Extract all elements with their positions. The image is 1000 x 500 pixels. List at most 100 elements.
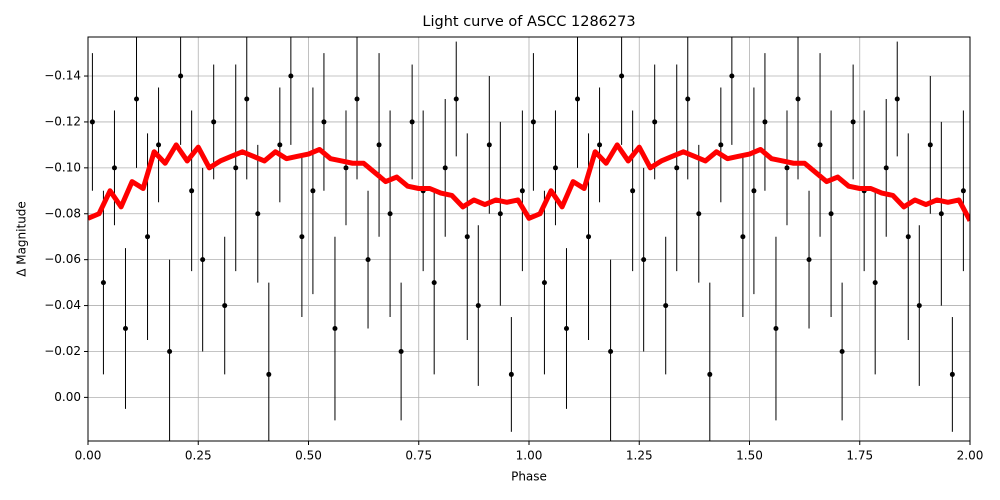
data-point [597,142,603,148]
data-point [530,119,536,125]
data-point [519,188,525,194]
data-point [784,165,790,171]
data-point [641,257,647,263]
x-tick-label: 0.75 [405,449,432,463]
data-point [905,234,911,240]
data-point [707,371,713,377]
data-point [145,234,151,240]
data-point [409,119,415,125]
chart-title: Light curve of ASCC 1286273 [422,14,635,30]
y-tick-label: −0.08 [44,206,81,220]
data-point [817,142,823,148]
x-tick-label: 0.25 [185,449,212,463]
data-point [608,348,614,354]
y-axis-label: Δ Magnitude [15,201,29,277]
smoothed-curve [88,142,970,222]
x-tick-label: 1.00 [516,449,543,463]
data-point [685,96,691,102]
data-point [927,142,933,148]
data-point [200,257,206,263]
data-point [475,303,481,309]
data-point [442,165,448,171]
data-point [795,96,801,102]
data-point [960,188,966,194]
data-point [508,371,514,377]
data-point [343,165,349,171]
ticks: 0.00 0.25 0.50 0.75 1.00 1.25 1.50 1.75 2.00 0.00… [44,69,983,463]
data-point [156,142,162,148]
data-point [178,73,184,79]
data-point [652,119,658,125]
data-point [828,211,834,217]
y-tick-label: −0.04 [44,298,81,312]
x-tick-label: 1.25 [626,449,653,463]
x-tick-label: 0.50 [295,449,322,463]
x-tick-label: 0.00 [75,449,102,463]
data-point [464,234,470,240]
data-point [398,348,404,354]
data-point [486,142,492,148]
data-point [376,142,382,148]
data-point [321,119,327,125]
data-point [586,234,592,240]
data-point [233,165,239,171]
data-point [894,96,900,102]
plot-area [88,37,970,441]
data-point [674,165,680,171]
y-tick-label: −0.10 [44,160,81,174]
x-axis-label: Phase [511,470,547,484]
data-point [949,371,955,377]
x-tick-label: 2.00 [957,449,984,463]
data-point [938,211,944,217]
data-point [497,211,503,217]
data-point [332,326,338,332]
data-point [773,326,779,332]
x-tick-label: 1.75 [846,449,873,463]
data-point [619,73,625,79]
data-point [354,96,360,102]
data-point [299,234,305,240]
data-point [167,348,173,354]
data-point [134,96,140,102]
data-point [277,142,283,148]
data-point [431,280,437,286]
data-point [288,73,294,79]
data-point [365,257,371,263]
data-point [663,303,669,309]
data-point [850,119,856,125]
data-point [563,326,569,332]
x-tick-label: 1.50 [736,449,763,463]
data-point [751,188,757,194]
y-tick-label: 0.00 [54,390,81,404]
data-point [111,165,117,171]
data-point [211,119,217,125]
data-point [883,165,889,171]
data-point [244,96,250,102]
data-point [266,371,272,377]
data-point [839,348,845,354]
data-point [575,96,581,102]
y-tick-label: −0.12 [44,114,81,128]
data-point [718,142,724,148]
data-point [122,326,128,332]
data-point [100,280,106,286]
data-point [541,280,547,286]
data-point [189,188,195,194]
data-point [89,119,95,125]
y-tick-label: −0.14 [44,69,81,83]
data-point [916,303,922,309]
data-point [387,211,393,217]
data-point [222,303,228,309]
data-point [729,73,735,79]
data-point [740,234,746,240]
data-point [872,280,878,286]
y-tick-label: −0.02 [44,344,81,358]
y-tick-label: −0.06 [44,252,81,266]
data-point [310,188,316,194]
data-point [453,96,459,102]
data-point [696,211,702,217]
data-point [806,257,812,263]
data-point [255,211,261,217]
data-point [762,119,768,125]
